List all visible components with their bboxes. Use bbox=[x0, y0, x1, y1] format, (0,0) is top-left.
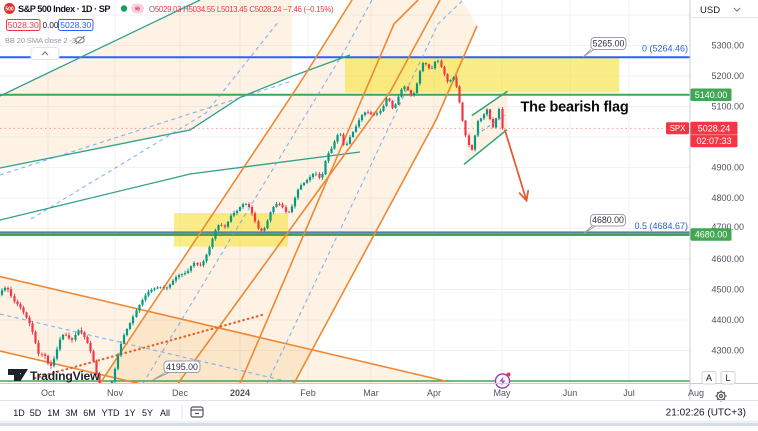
svg-text:5028.30: 5028.30 bbox=[60, 20, 91, 30]
svg-text:1D: 1D bbox=[13, 408, 25, 418]
svg-text:0.00: 0.00 bbox=[43, 21, 59, 30]
svg-text:SPX: SPX bbox=[670, 124, 686, 133]
svg-text:Oct: Oct bbox=[41, 388, 56, 398]
svg-text:Jun: Jun bbox=[563, 388, 578, 398]
svg-text:4800.00: 4800.00 bbox=[711, 193, 744, 203]
svg-text:02:07:33: 02:07:33 bbox=[696, 136, 731, 146]
svg-text:BB 20 SMA close 2 -3: BB 20 SMA close 2 -3 bbox=[5, 36, 76, 45]
svg-text:1M: 1M bbox=[47, 408, 60, 418]
svg-text:0.5 (4684.67): 0.5 (4684.67) bbox=[634, 221, 688, 231]
svg-text:4195.00: 4195.00 bbox=[166, 362, 198, 372]
svg-text:Jul: Jul bbox=[623, 388, 635, 398]
svg-text:4600.00: 4600.00 bbox=[711, 254, 744, 264]
svg-text:4900.00: 4900.00 bbox=[711, 163, 744, 173]
svg-text:4680.00: 4680.00 bbox=[695, 230, 728, 240]
svg-text:YTD: YTD bbox=[102, 408, 121, 418]
svg-text:6M: 6M bbox=[83, 408, 96, 418]
svg-text:Aug: Aug bbox=[688, 388, 704, 398]
svg-text:4400.00: 4400.00 bbox=[711, 315, 744, 325]
svg-text:USD: USD bbox=[700, 5, 720, 16]
svg-text:2024: 2024 bbox=[230, 388, 250, 398]
svg-text:O5029.03 H5034.55 L5013.45 C50: O5029.03 H5034.55 L5013.45 C5028.24 −7.4… bbox=[149, 5, 334, 14]
svg-text:21:02:26 (UTC+3): 21:02:26 (UTC+3) bbox=[666, 408, 746, 419]
svg-text:L: L bbox=[725, 373, 730, 383]
svg-text:5D: 5D bbox=[30, 408, 42, 418]
svg-text:A: A bbox=[706, 373, 712, 383]
svg-text:4680.00: 4680.00 bbox=[592, 215, 624, 225]
svg-text:5Y: 5Y bbox=[142, 408, 153, 418]
svg-text:Nov: Nov bbox=[107, 388, 124, 398]
svg-text:TradingView: TradingView bbox=[30, 369, 100, 383]
svg-text:5300.00: 5300.00 bbox=[711, 41, 744, 51]
svg-text:Mar: Mar bbox=[363, 388, 379, 398]
svg-text:500: 500 bbox=[5, 7, 14, 13]
svg-text:May: May bbox=[493, 388, 511, 398]
svg-text:4300.00: 4300.00 bbox=[711, 346, 744, 356]
svg-text:4500.00: 4500.00 bbox=[711, 285, 744, 295]
svg-text:All: All bbox=[160, 408, 170, 418]
svg-text:5200.00: 5200.00 bbox=[711, 71, 744, 81]
svg-text:Apr: Apr bbox=[427, 388, 441, 398]
svg-text:5100.00: 5100.00 bbox=[711, 102, 744, 112]
svg-text:5265.00: 5265.00 bbox=[593, 38, 625, 48]
svg-text:Dec: Dec bbox=[172, 388, 189, 398]
svg-text:5028.30: 5028.30 bbox=[8, 20, 39, 30]
svg-text:The bearish flag: The bearish flag bbox=[521, 100, 629, 116]
svg-text:Feb: Feb bbox=[300, 388, 316, 398]
svg-text:5028.24: 5028.24 bbox=[698, 124, 731, 134]
svg-text:0 (5264.46): 0 (5264.46) bbox=[642, 44, 688, 54]
svg-text:S&P 500 Index · 1D · SP: S&P 500 Index · 1D · SP bbox=[18, 4, 110, 14]
svg-text:≋: ≋ bbox=[134, 4, 140, 13]
svg-text:1Y: 1Y bbox=[124, 408, 135, 418]
svg-text:3M: 3M bbox=[65, 408, 78, 418]
svg-text:5140.00: 5140.00 bbox=[695, 90, 728, 100]
